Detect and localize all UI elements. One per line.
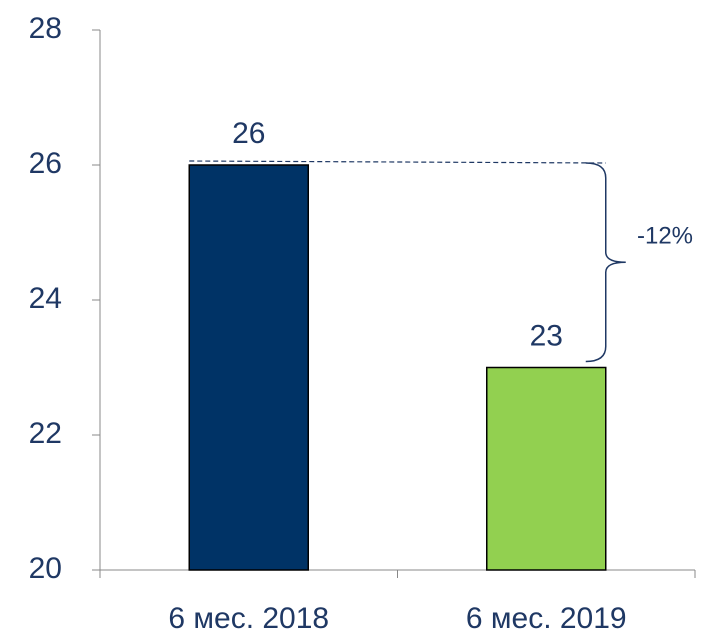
data-label: 23 bbox=[530, 319, 563, 352]
bar bbox=[188, 164, 309, 571]
brace bbox=[585, 162, 626, 363]
change-annotation: -12% bbox=[637, 222, 693, 249]
bar bbox=[486, 366, 607, 571]
y-tick-label: 26 bbox=[29, 147, 62, 180]
y-tick-label: 28 bbox=[29, 12, 62, 45]
y-tick-label: 20 bbox=[29, 552, 62, 585]
data-label: 26 bbox=[232, 117, 265, 150]
reference-line bbox=[189, 160, 606, 164]
x-tick-label: 6 мес. 2018 bbox=[168, 602, 329, 635]
y-tick-label: 22 bbox=[29, 417, 62, 450]
y-tick-label: 24 bbox=[29, 282, 62, 315]
x-tick-label: 6 мес. 2019 bbox=[466, 602, 627, 635]
